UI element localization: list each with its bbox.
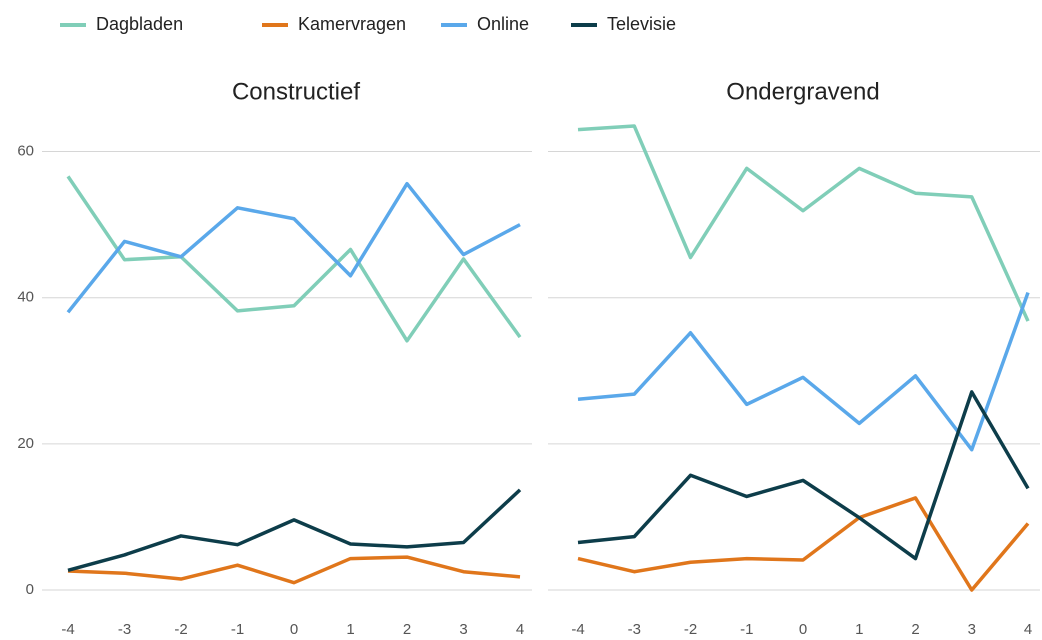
y-tick-label: 0: [26, 581, 34, 598]
series-line: [67, 555, 521, 585]
series-line: [577, 390, 1030, 561]
y-tick-label: 40: [17, 289, 34, 306]
x-tick-label: 0: [290, 621, 298, 638]
x-tick-label: -1: [231, 621, 244, 638]
chart-title: Constructief: [232, 78, 360, 105]
series-line: [577, 496, 1030, 592]
y-tick-label: 20: [17, 435, 34, 452]
series-line: [577, 124, 1030, 322]
x-tick-label: 3: [459, 621, 467, 638]
legend-label: Televisie: [607, 14, 676, 34]
x-tick-label: -4: [571, 621, 584, 638]
x-tick-label: 3: [968, 621, 976, 638]
x-tick-label: -2: [174, 621, 187, 638]
x-tick-label: -2: [684, 621, 697, 638]
series-line: [67, 488, 522, 572]
series-line: [66, 175, 522, 343]
x-tick-label: 2: [403, 621, 411, 638]
legend-label: Kamervragen: [298, 14, 406, 34]
series-line: [577, 291, 1030, 452]
x-tick-label: -3: [118, 621, 131, 638]
x-tick-label: 1: [855, 621, 863, 638]
chart-title: Ondergravend: [726, 78, 879, 105]
x-tick-label: -1: [740, 621, 753, 638]
x-tick-label: -3: [628, 621, 641, 638]
x-tick-label: 1: [346, 621, 354, 638]
legend-label: Dagbladen: [96, 14, 183, 34]
x-tick-label: 2: [911, 621, 919, 638]
series-line: [66, 181, 521, 314]
y-tick-label: 60: [17, 143, 34, 160]
x-tick-label: -4: [61, 621, 74, 638]
legend-label: Online: [477, 14, 529, 34]
x-tick-label: 4: [1024, 621, 1032, 638]
x-tick-label: 4: [516, 621, 524, 638]
x-tick-label: 0: [799, 621, 807, 638]
